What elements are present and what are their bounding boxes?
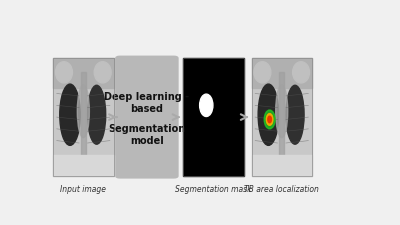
Ellipse shape <box>254 62 271 83</box>
Ellipse shape <box>266 114 273 125</box>
Ellipse shape <box>200 94 213 117</box>
Ellipse shape <box>77 85 89 138</box>
Ellipse shape <box>293 62 310 83</box>
FancyBboxPatch shape <box>115 56 179 179</box>
Ellipse shape <box>268 116 272 123</box>
Ellipse shape <box>94 62 111 83</box>
Ellipse shape <box>286 85 304 144</box>
Bar <box>53 58 114 88</box>
Ellipse shape <box>60 84 80 145</box>
Bar <box>252 58 312 176</box>
Bar <box>183 58 244 176</box>
Bar <box>252 58 312 176</box>
Text: Segmentation mask: Segmentation mask <box>175 185 252 194</box>
Bar <box>81 72 86 155</box>
Ellipse shape <box>258 84 279 145</box>
Ellipse shape <box>264 110 275 129</box>
Bar <box>183 58 244 176</box>
Text: Input image: Input image <box>60 185 106 194</box>
Ellipse shape <box>276 85 288 138</box>
Bar <box>279 72 284 155</box>
Bar <box>252 155 312 176</box>
Ellipse shape <box>88 85 106 144</box>
Bar <box>53 58 114 176</box>
Bar <box>252 58 312 88</box>
Bar <box>53 58 114 176</box>
Text: Deep learning -
based: Deep learning - based <box>104 92 190 114</box>
Ellipse shape <box>56 62 72 83</box>
Text: Segmentation
model: Segmentation model <box>108 124 186 146</box>
Bar <box>53 155 114 176</box>
Text: TB area localization: TB area localization <box>244 185 319 194</box>
